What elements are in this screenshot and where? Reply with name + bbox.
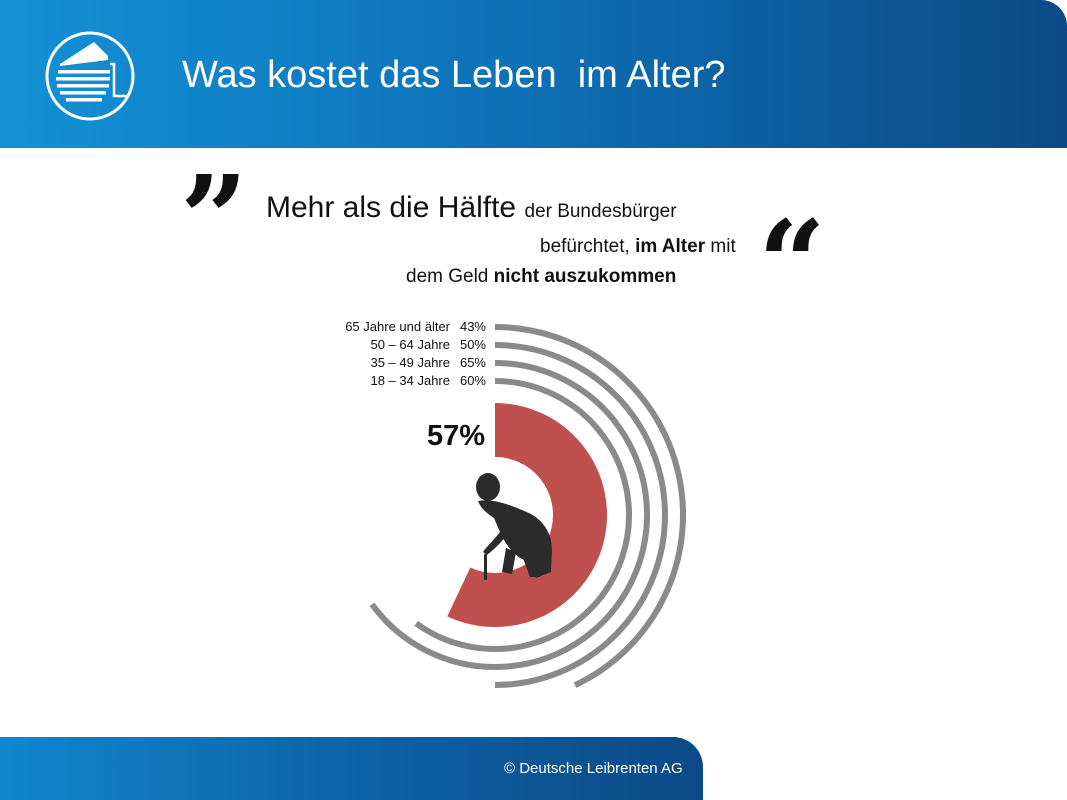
ring-value-2: 50%	[460, 337, 486, 352]
quote-line-1-small: der Bundesbürger	[524, 201, 677, 222]
ring-arc-3	[369, 360, 650, 670]
total-percent-label: 57%	[427, 420, 485, 452]
quote-line-2-pre: befürchtet,	[540, 236, 630, 257]
age-group-rings	[369, 324, 686, 688]
total-share-arc	[447, 403, 607, 627]
quote-line-3: dem Geld nicht auszukommen	[406, 264, 676, 290]
quote-line-3-pre: dem Geld	[406, 266, 489, 287]
ring-arc-1	[494, 324, 686, 688]
page-title: Was kostet das Leben im Alter?	[182, 54, 726, 96]
quote-line-1: Mehr als die Hälfte der Bundesbürger	[266, 190, 677, 230]
ring-arc-2	[494, 342, 668, 688]
elderly-person-with-cane-icon	[476, 473, 552, 580]
ring-label-2: 50 – 64 Jahre	[370, 337, 450, 352]
quote-line-3-bold: nicht auszukommen	[493, 266, 677, 287]
quote-line-1-big: Mehr als die Hälfte	[266, 191, 517, 224]
ring-value-3: 65%	[460, 355, 486, 370]
quote-line-2-bold: im Alter	[635, 236, 706, 257]
closing-quote-mark: “	[758, 194, 826, 333]
opening-quote-mark: ”	[180, 149, 248, 288]
ring-label-3: 35 – 49 Jahre	[370, 355, 450, 370]
chart-labels: 43% 65 Jahre und älter 50% 50 – 64 Jahre 65%…	[345, 319, 486, 452]
header-bar	[0, 0, 1067, 148]
copyright-text: © Deutsche Leibrenten AG	[504, 760, 683, 777]
radial-chart: 43% 65 Jahre und älter 50% 50 – 64 Jahre 65%…	[345, 319, 686, 688]
ring-value-4: 60%	[460, 373, 486, 388]
quote-line-2-post: mit	[710, 236, 736, 257]
ring-label-4: 18 – 34 Jahre	[370, 373, 450, 388]
lighthouse-logo-icon	[45, 31, 135, 121]
quote-line-2: befürchtet, im Alter mit	[540, 234, 736, 260]
ring-arc-4	[414, 378, 632, 652]
ring-value-1: 43%	[460, 319, 486, 334]
ring-label-1: 65 Jahre und älter	[345, 319, 450, 334]
footer-bar	[0, 737, 703, 800]
